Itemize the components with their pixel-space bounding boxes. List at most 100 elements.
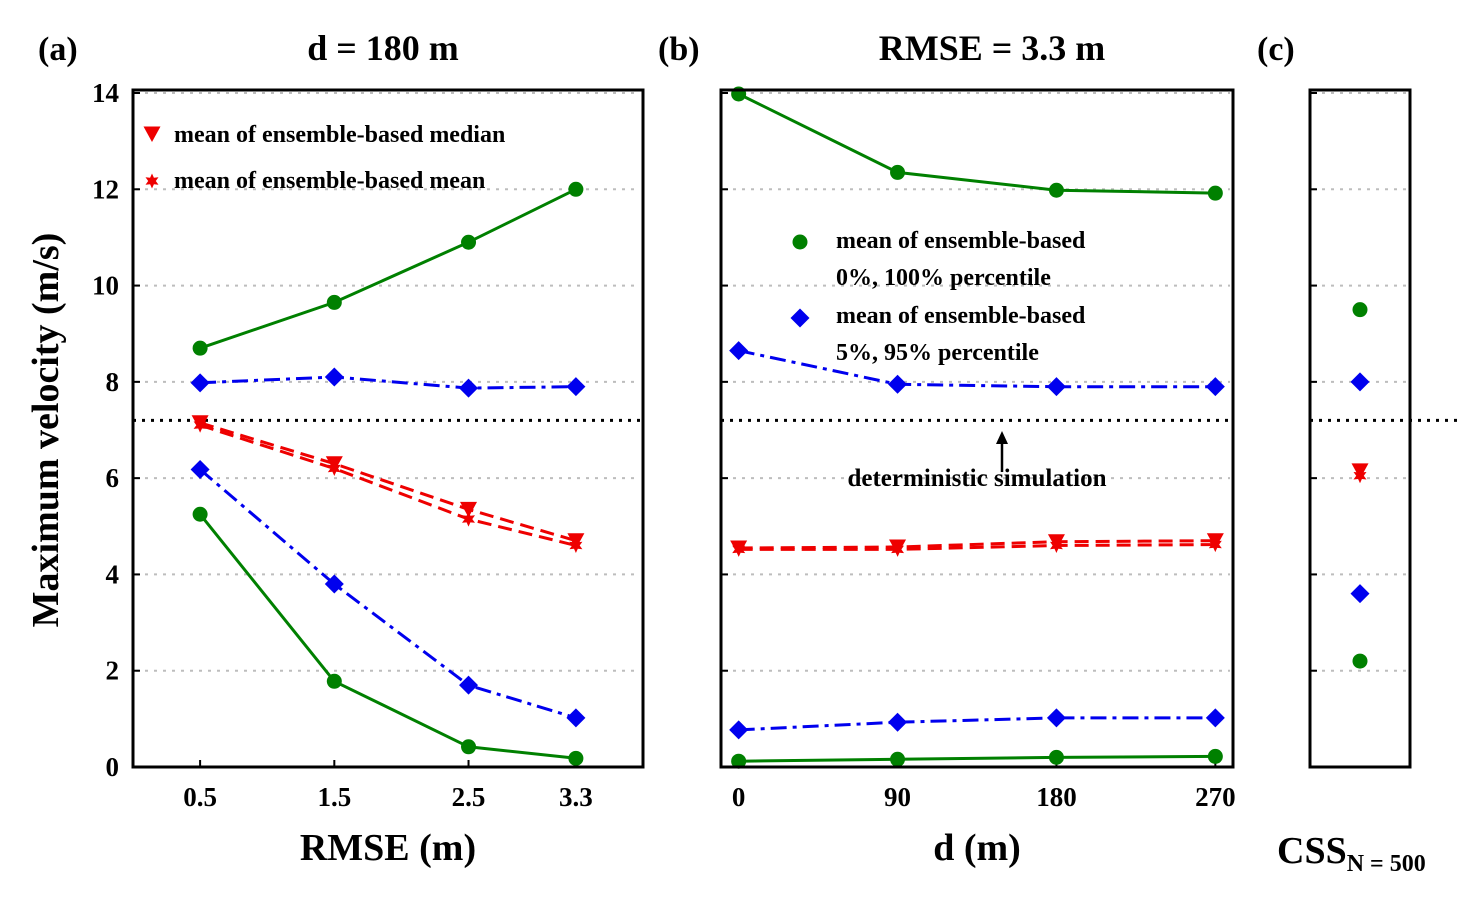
series-line-4 [199,468,577,720]
data-point-star [732,541,746,557]
series-line-3 [199,423,577,547]
legend-label-mean: mean of ensemble-based mean [174,168,485,194]
y-axis-label: Maximum velocity (m/s) [25,233,67,628]
data-point-circle [461,739,477,755]
data-point-circle [1352,302,1368,318]
legend-label-5-95-percentile-line1: mean of ensemble-based [836,303,1086,329]
data-point-diamond [459,378,479,398]
data-point-diamond [190,459,210,479]
panel-c-x-axis-label: CSSN = 500 [1277,830,1426,877]
data-point-star [193,417,207,433]
y-tick-label: 8 [106,367,120,397]
legend-marker-0-100-percentile [792,234,808,250]
series-line-2 [199,421,577,543]
y-tick-label: 10 [92,271,119,301]
series-line-5 [198,513,577,760]
legend-marker-mean [145,173,159,189]
data-point-star [1208,537,1222,553]
data-point-star [1050,538,1063,553]
data-point-star [1353,468,1367,484]
annotation-arrow-head [996,431,1008,444]
legend-marker-star [145,173,159,189]
legend-marker-diamond [790,308,810,328]
data-point-circle [326,673,342,689]
series-line-3 [738,543,1216,551]
panel-b-plot: 0 90 180 270 [719,86,1236,812]
plot-frame [719,88,1235,769]
legend-label-0-100-percentile-line1: mean of ensemble-based [836,228,1086,254]
data-point-circle [1207,748,1223,764]
data-point-circle [568,750,584,766]
data-point-circle [326,294,342,310]
y-tick-label: 14 [92,78,119,108]
data-point-star [462,511,475,527]
data-point-diamond [888,712,908,732]
data-point-circle [1048,182,1064,198]
data-point-circle [192,506,208,522]
y-tick-label: 0 [106,752,120,782]
x-tick-label: 270 [1195,782,1236,812]
plot-frame [131,88,645,769]
series-line-1 [200,375,576,390]
y-tick-label: 2 [106,656,120,686]
data-point-diamond [1350,372,1370,392]
legend-marker-5-95-percentile [790,308,810,328]
panel-b-tag: (b) [658,31,700,68]
data-point-triangle-down [460,501,478,518]
data-point-circle [192,340,208,356]
panel-b-x-axis-label: d (m) [933,827,1021,869]
series-line-5 [738,754,1216,763]
annotation-text: deterministic simulation [847,465,1106,492]
series-line-2 [738,539,1216,550]
panel-b-title: RMSE = 3.3 m [879,28,1106,68]
legend-label-5-95-percentile-line2: 5%, 95% percentile [836,340,1039,366]
data-point-diamond [888,374,908,394]
deterministic-annotation: deterministic simulation [847,431,1107,492]
data-point-diamond [190,373,210,393]
panel-a-title: d = 180 m [307,28,459,68]
panel-a-tag: (a) [38,31,78,68]
data-point-diamond [1046,708,1066,728]
data-point-circle [731,753,747,769]
x-tick-label: 1.5 [317,782,351,812]
x-tick-label: 3.3 [559,782,593,812]
data-point-circle [461,234,477,250]
y-tick-label: 12 [92,174,119,204]
data-point-star [327,461,341,476]
series-line-4 [738,716,1216,732]
data-point-diamond [324,574,344,594]
data-point-diamond [1205,377,1225,397]
data-point-diamond [729,341,749,361]
panel-c-tag: (c) [1257,31,1295,68]
legend-marker-median [143,126,161,142]
data-point-diamond [324,367,344,387]
panel-c-plot [1308,88,1462,769]
data-point-diamond [1205,708,1225,728]
data-point-star [569,538,583,553]
x-tick-label: 0 [732,782,746,812]
data-point-star [891,541,904,557]
x-tick-label: 180 [1036,782,1077,812]
x-tick-label: 0.5 [183,782,217,812]
data-point-circle [568,181,584,197]
panel-a-x-axis-label: RMSE (m) [300,827,476,869]
data-point-diamond [566,377,586,397]
legend-label-0-100-percentile-line2: 0%, 100% percentile [836,265,1051,291]
panel-a-plot: 0 2 4 6 8 10 12 14 0.5 1.5 2.5 3.3 [92,78,645,812]
data-point-circle [890,751,906,767]
panel-a-legend: mean of ensemble-based median mean of en… [143,122,505,194]
legend-label-median: mean of ensemble-based median [174,122,505,148]
panel-b-legend: mean of ensemble-based 0%, 100% percenti… [790,228,1086,366]
data-point-diamond [566,708,586,728]
y-tick-label: 4 [106,559,120,589]
x-tick-label: 90 [884,782,911,812]
y-tick-label: 6 [106,463,120,493]
data-point-diamond [1350,584,1370,604]
panel-c-x-axis-label-sub: N = 500 [1347,851,1426,877]
series-line-0 [199,187,577,350]
panel-c-x-axis-label-main: CSS [1277,830,1347,872]
plot-frame [1308,88,1412,769]
data-point-circle [1352,653,1368,669]
data-point-circle [1048,749,1064,765]
